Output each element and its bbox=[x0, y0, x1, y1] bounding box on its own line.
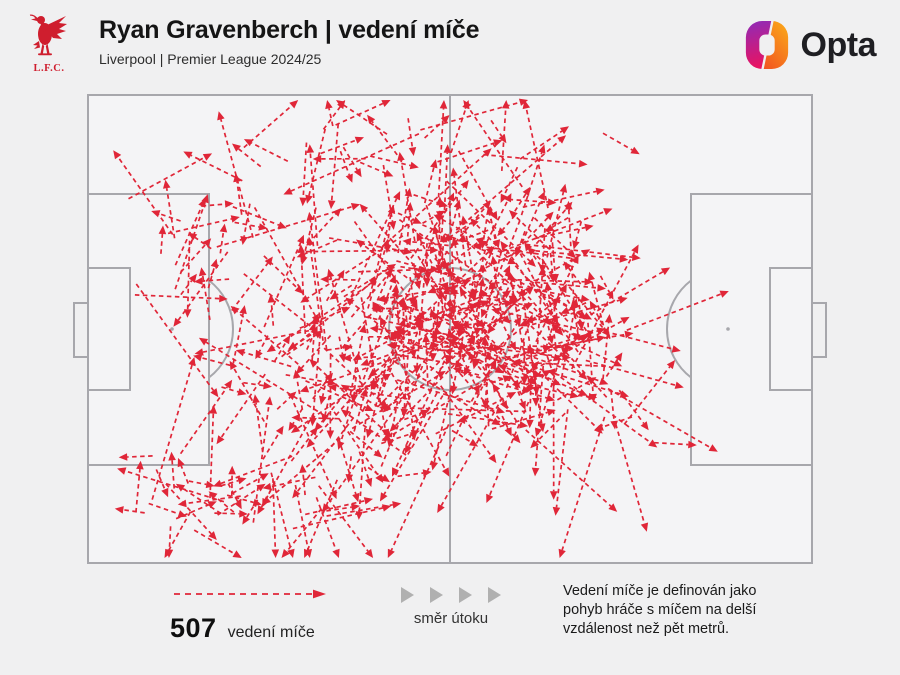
carry-arrows bbox=[113, 98, 729, 558]
penalty-spot-left bbox=[170, 327, 174, 331]
penalty-spot-right bbox=[726, 327, 730, 331]
carry-arrow-sample-icon bbox=[174, 589, 326, 599]
penalty-arc-right bbox=[665, 279, 692, 379]
pitch-markings bbox=[73, 94, 827, 564]
liver-bird-icon bbox=[29, 14, 67, 56]
liverpool-crest: L.F.C. bbox=[24, 12, 74, 74]
goal-right bbox=[811, 302, 827, 358]
carry-count: 507 bbox=[170, 613, 217, 643]
header-titles: Ryan Gravenberch | vedení míče Liverpool… bbox=[99, 16, 480, 67]
goal-left bbox=[73, 302, 89, 358]
page-subtitle: Liverpool | Premier League 2024/25 bbox=[99, 50, 322, 67]
opta-brand: Opta bbox=[743, 18, 877, 72]
page-title: Ryan Gravenberch | vedení míče bbox=[99, 16, 480, 44]
attack-triangle-icon bbox=[459, 587, 472, 603]
carry-count-label: vedení míče bbox=[227, 624, 315, 641]
attack-triangle-icon bbox=[401, 587, 414, 603]
attack-direction-icon bbox=[399, 587, 503, 603]
crest-initials: L.F.C. bbox=[33, 63, 65, 74]
attack-triangle-icon bbox=[488, 587, 501, 603]
attack-direction-label: směr útoku bbox=[413, 610, 489, 627]
opta-logo-icon bbox=[745, 21, 788, 69]
legend-attack-direction: směr útoku bbox=[399, 587, 503, 627]
attack-triangle-icon bbox=[430, 587, 443, 603]
legend-carries: 507 vedení míče bbox=[168, 586, 348, 644]
definition-note: Vedení míče je definován jako pohyb hráč… bbox=[563, 583, 757, 637]
penalty-arc-left bbox=[208, 279, 235, 379]
opta-wordmark: Opta bbox=[800, 25, 877, 64]
